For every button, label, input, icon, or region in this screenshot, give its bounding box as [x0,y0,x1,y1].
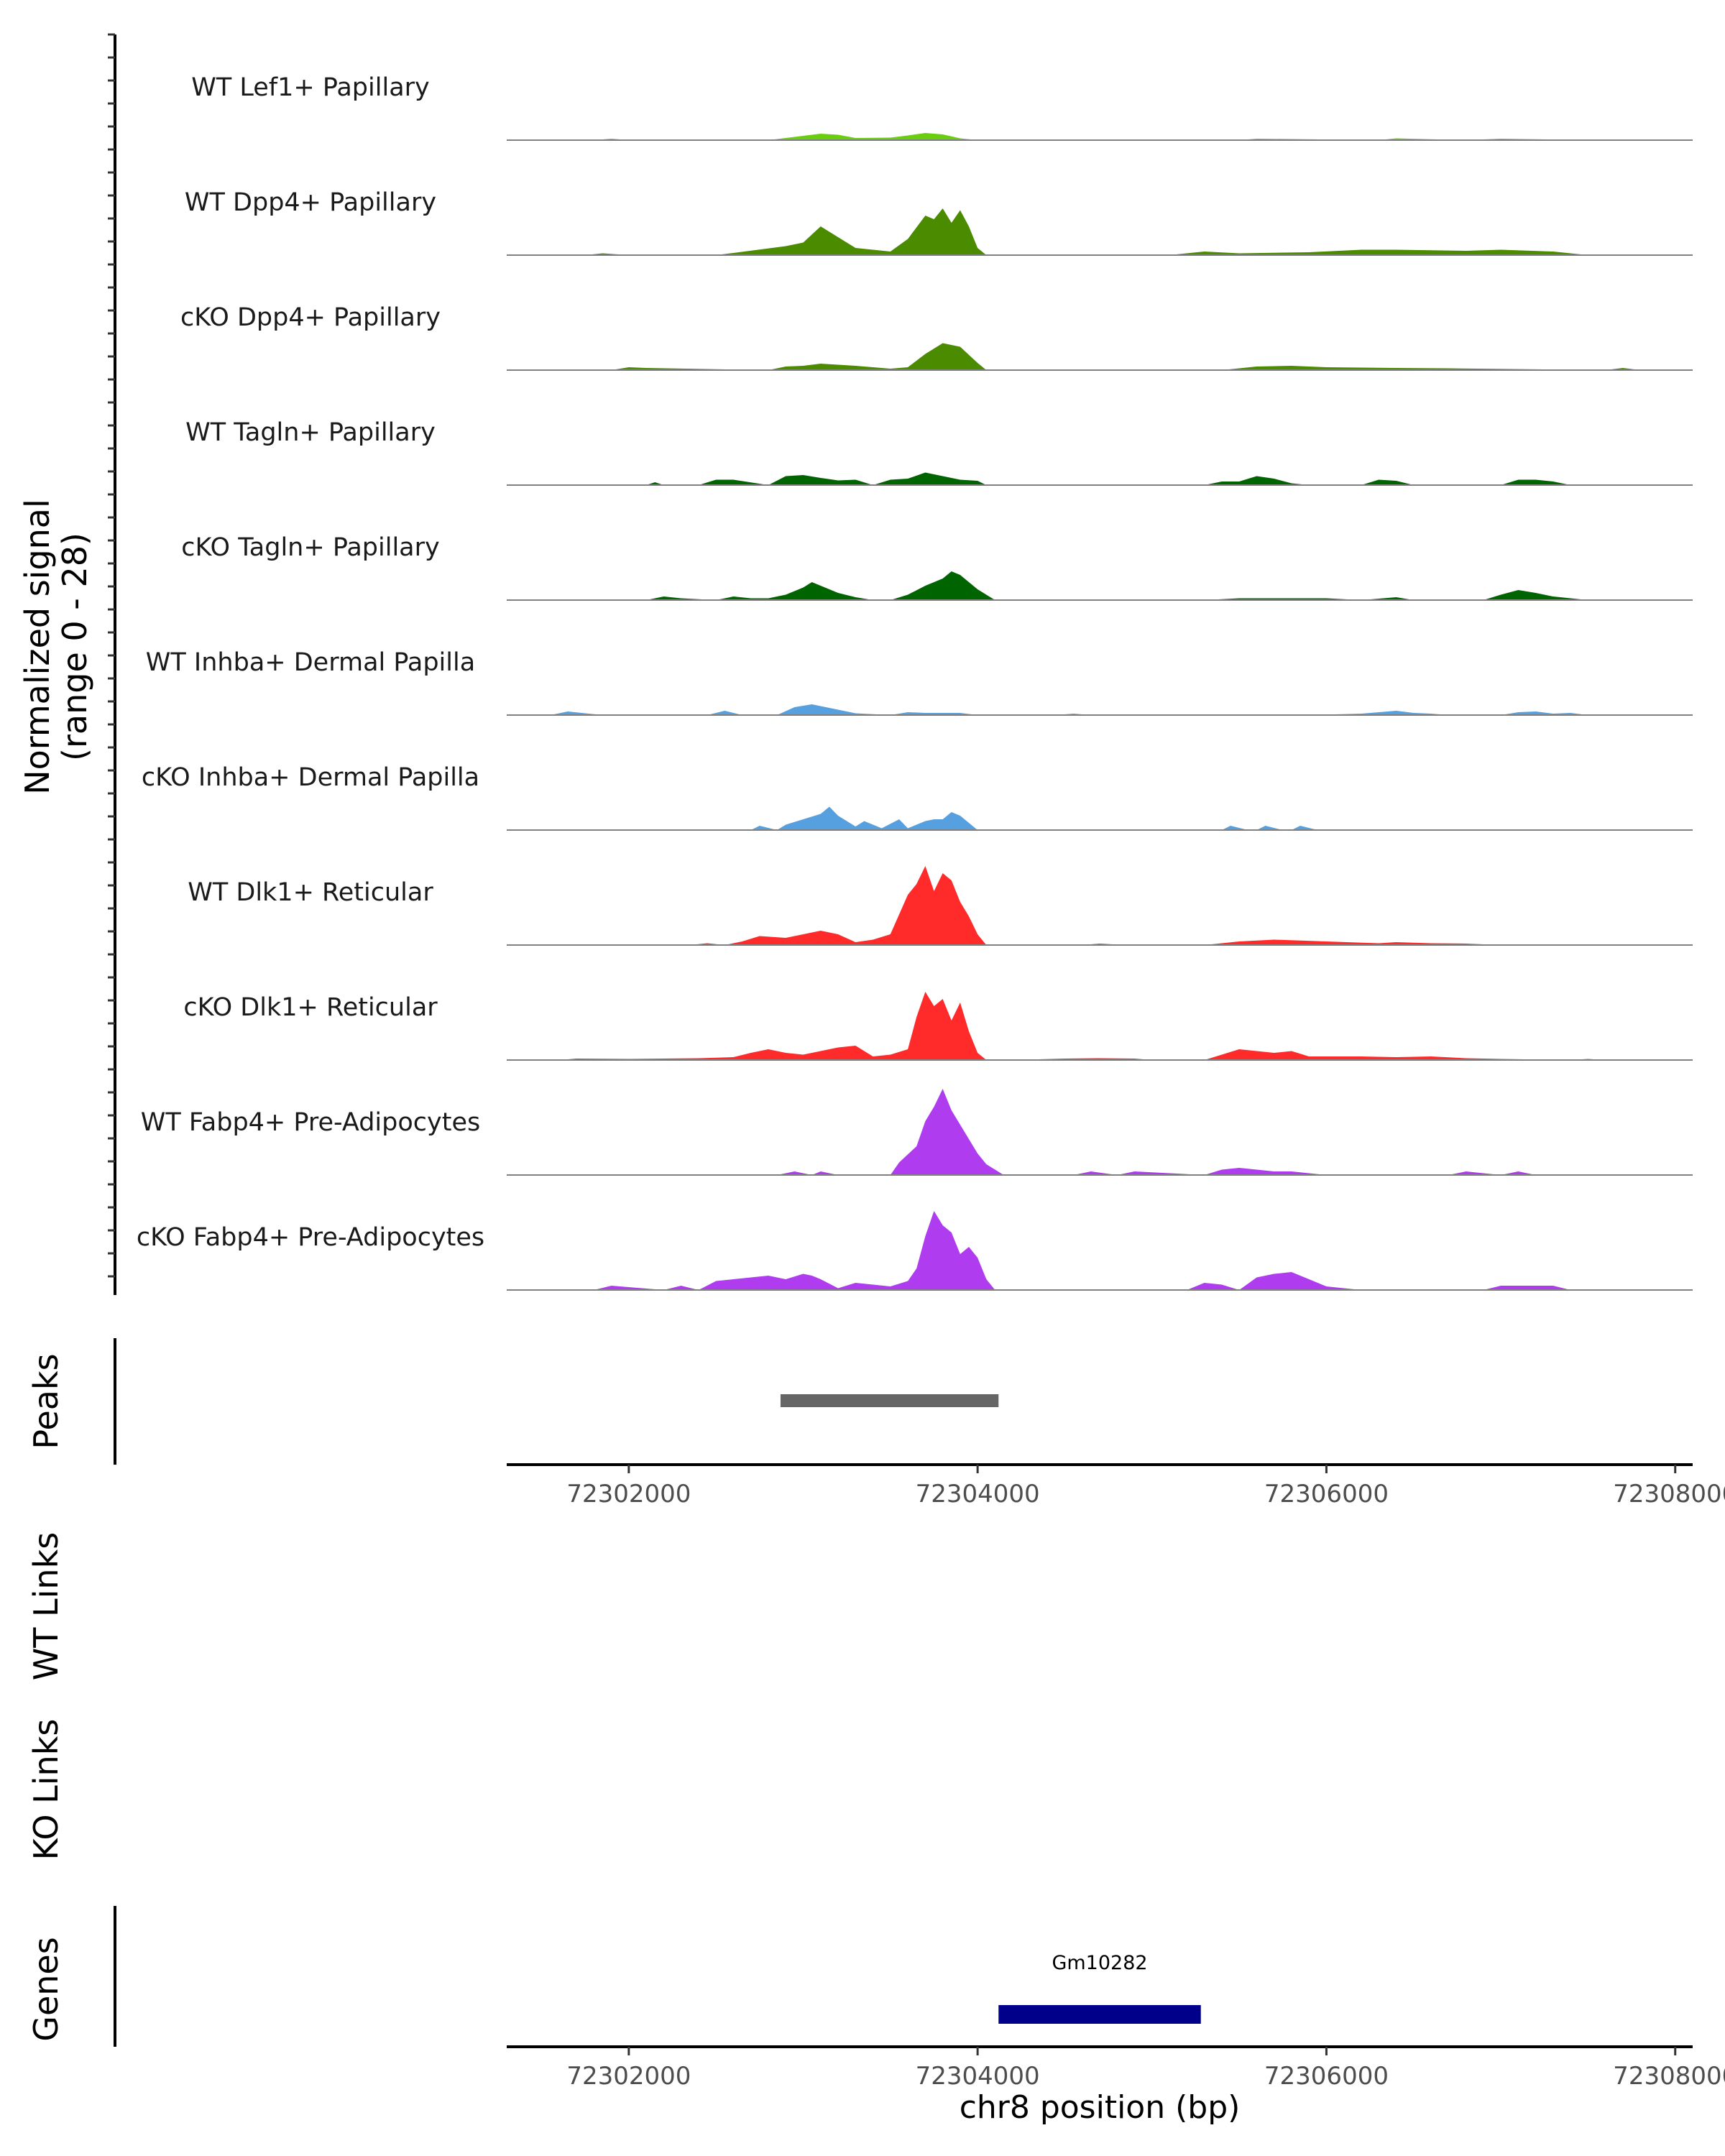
coverage-y-axis-ticks [108,33,115,1278]
coverage-y-axis-title-line2: (range 0 - 28) [55,533,94,761]
coverage-area [507,133,1588,140]
coverage-area [507,704,1588,715]
track-8: WT Dlk1+ Reticular [188,866,1693,946]
track-label: cKO Dpp4+ Papillary [180,303,441,332]
peak-bar [780,1394,999,1407]
coverage-area [507,806,1327,830]
track-4: WT Tagln+ Papillary [185,418,1693,486]
peaks-axis-title-text: Peaks [27,1353,65,1449]
coverage-area [507,472,1571,485]
x-tick-label: 72308000 [1613,2062,1725,2091]
coverage-area [507,1211,1571,1290]
ko-links-axis-title: KO Links [27,1719,65,1861]
track-label: cKO Tagln+ Papillary [181,533,440,562]
track-label: WT Inhba+ Dermal Papilla [146,648,475,677]
track-label: WT Dlk1+ Reticular [188,878,433,907]
track-11: cKO Fabp4+ Pre-Adipocytes [137,1211,1693,1291]
x-tick-label: 72308000 [1613,1480,1725,1508]
track-6: WT Inhba+ Dermal Papilla [146,648,1693,716]
coverage-area [507,571,1588,600]
coverage-tracks: WT Lef1+ Papillary WT Dpp4+ Papillary cKO … [137,73,1693,1291]
track-label: cKO Fabp4+ Pre-Adipocytes [137,1223,484,1252]
ko-links-axis-title-text: KO Links [27,1719,65,1861]
coverage-area [507,208,1588,255]
x-axis-bottom: 72302000 72304000 72306000 72308000 [507,2045,1725,2091]
track-1: WT Lef1+ Papillary [191,73,1693,141]
gene-label: Gm10282 [1052,1952,1147,1974]
track-label: WT Dpp4+ Papillary [185,188,436,217]
x-tick-label: 72306000 [1264,1480,1389,1508]
track-label: WT Fabp4+ Pre-Adipocytes [141,1108,480,1137]
track-label: WT Tagln+ Papillary [185,418,436,447]
track-7: cKO Inhba+ Dermal Papilla [142,763,1693,831]
wt-links-axis-title-text: WT Links [27,1532,65,1680]
coverage-area [507,343,1641,370]
genes-axis-title: Genes [27,1937,65,2041]
coverage-area [507,1089,1536,1175]
x-tick-label: 72304000 [916,1480,1040,1508]
genes-track: Gm10282 [998,1952,1201,2024]
x-axis-top: 72302000 72304000 72306000 72308000 [507,1463,1725,1508]
track-label: cKO Dlk1+ Reticular [183,993,438,1022]
peaks-axis-title: Peaks [27,1353,65,1449]
x-tick-label: 72302000 [566,1480,691,1508]
genes-axis-title-text: Genes [27,1937,65,2041]
track-9: cKO Dlk1+ Reticular [183,992,1693,1061]
track-10: WT Fabp4+ Pre-Adipocytes [141,1089,1693,1176]
peaks-track [780,1394,999,1407]
x-axis-title: chr8 position (bp) [960,2089,1241,2126]
track-5: cKO Tagln+ Papillary [181,533,1693,601]
track-label: cKO Inhba+ Dermal Papilla [142,763,479,792]
x-tick-label: 72304000 [916,2062,1040,2091]
coverage-area [507,992,1606,1060]
wt-links-axis-title: WT Links [27,1532,65,1680]
coverage-y-axis-title: Normalized signal (range 0 - 28) [18,499,94,795]
gene-body [998,2005,1201,2024]
x-tick-label: 72302000 [566,2062,691,2091]
coverage-area [507,866,1501,945]
coverage-y-axis-title-line1: Normalized signal [18,499,57,795]
x-tick-label: 72306000 [1264,2062,1389,2091]
track-3: cKO Dpp4+ Papillary [180,303,1693,371]
track-2: WT Dpp4+ Papillary [185,188,1693,256]
track-label: WT Lef1+ Papillary [191,73,430,102]
